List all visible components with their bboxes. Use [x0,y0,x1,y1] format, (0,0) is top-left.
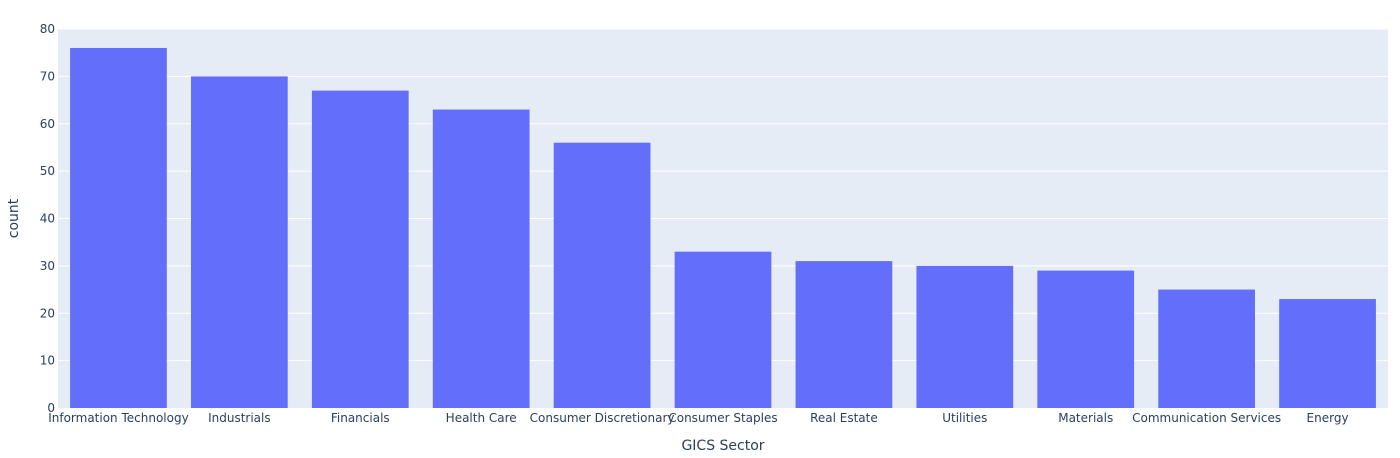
x-tick-label: Utilities [942,411,987,425]
x-tick-label: Energy [1307,411,1349,425]
y-tick-label: 10 [40,354,55,368]
x-axis-title: GICS Sector [681,438,764,454]
y-tick-label: 80 [40,22,55,36]
bar [1158,289,1255,408]
x-tick-label: Consumer Staples [668,411,777,425]
y-tick-label: 50 [40,164,55,178]
x-tick-labels: Information Technology Industrials Financi… [48,411,1348,425]
bar [674,251,772,408]
bar [916,265,1014,408]
bar [1037,270,1135,408]
bar [70,47,167,408]
bar [1279,299,1376,408]
y-tick-labels: 0 10 20 30 40 50 60 70 80 [40,22,55,415]
x-tick-label: Real Estate [810,411,878,425]
x-tick-label: Health Care [446,411,517,425]
x-tick-label: Communication Services [1132,411,1281,425]
y-tick-label: 60 [40,117,55,131]
x-tick-label: Information Technology [48,411,189,425]
bar [553,142,651,408]
bar [311,90,409,409]
y-tick-label: 20 [40,306,55,320]
x-tick-label: Financials [331,411,390,425]
y-tick-label: 30 [40,259,55,273]
bars [70,47,1376,409]
y-tick-label: 40 [40,212,55,226]
y-tick-label: 0 [47,401,55,415]
x-tick-label: Materials [1058,411,1113,425]
y-tick-label: 70 [40,69,55,83]
bar [795,261,893,408]
x-tick-label: Consumer Discretionary [530,411,675,425]
bar [191,76,288,408]
y-axis-title: count [6,198,22,238]
bar [432,109,530,408]
x-tick-label: Industrials [208,411,271,425]
